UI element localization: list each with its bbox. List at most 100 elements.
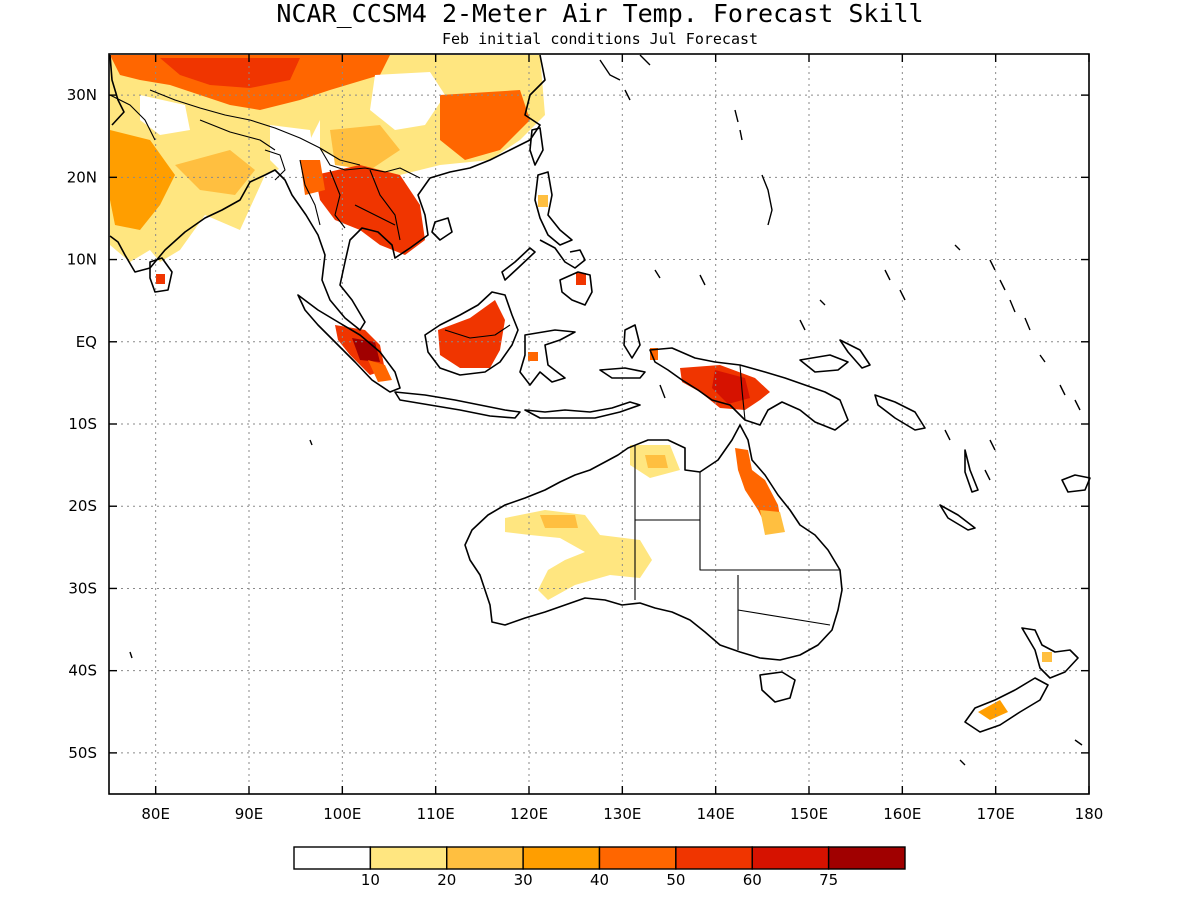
shade-india-orange-2	[175, 150, 255, 195]
shade-sumatra-dark	[352, 338, 380, 362]
coastlines	[109, 54, 1091, 733]
y-tick-label: 40S	[68, 662, 97, 680]
coast-luzon	[534, 171, 573, 246]
shade-indochina-orange	[300, 160, 325, 195]
x-tick-label: 80E	[141, 805, 170, 823]
coast-srilanka	[149, 257, 173, 293]
coast-new-britain	[799, 354, 849, 373]
y-tick-label: 30S	[68, 579, 97, 597]
shade-srilanka	[156, 274, 165, 284]
y-tick-label: EQ	[76, 333, 97, 351]
shade-borneo	[438, 300, 505, 368]
legend-label: 20	[437, 871, 456, 889]
x-tick-label: 150E	[790, 805, 828, 823]
shade-nz-north	[1042, 652, 1052, 662]
shade-north-darkred	[160, 58, 300, 88]
coast-new-ireland	[839, 339, 871, 369]
coast-borneo	[424, 291, 519, 376]
coast-visayas	[539, 239, 586, 269]
legend-swatch	[751, 846, 830, 870]
legend-swatch	[598, 846, 677, 870]
coast-vanuatu	[964, 449, 979, 493]
coast-sumatra	[297, 294, 401, 393]
x-tick-label: 180	[1075, 805, 1104, 823]
x-tick-label: 130E	[603, 805, 641, 823]
legend-label: 40	[590, 871, 609, 889]
coast-java	[394, 391, 521, 419]
coast-solomons	[874, 394, 926, 431]
shade-queensland-light	[760, 510, 785, 535]
x-tick-label: 100E	[323, 805, 361, 823]
border-indochina-3	[354, 204, 396, 226]
shade-aus-interior	[505, 510, 652, 600]
coast-mindanao	[559, 271, 593, 306]
shade-sulawesi	[528, 352, 538, 361]
border-png	[739, 364, 746, 421]
shade-indochina	[315, 165, 425, 255]
x-axis: 80E 90E 100E 110E 120E 130E 140E 150E 160E 170E 18…	[141, 54, 1103, 823]
country-borders	[109, 89, 840, 650]
coast-fiji	[1061, 474, 1091, 493]
coast-seram	[599, 367, 646, 379]
legend-swatch	[293, 846, 372, 870]
border-nepal	[199, 119, 276, 151]
chart-subtitle: Feb initial conditions Jul Forecast	[442, 30, 758, 48]
coast-sulawesi	[519, 329, 576, 386]
y-tick-label: 10S	[68, 415, 97, 433]
legend-label: 50	[666, 871, 685, 889]
shade-sumatra-s	[368, 360, 392, 382]
legend-swatch	[446, 846, 524, 870]
y-tick-label: 50S	[68, 744, 97, 762]
border-aus-2	[699, 472, 840, 571]
x-tick-label: 90E	[235, 805, 264, 823]
shade-schina-red	[440, 90, 530, 160]
x-tick-label: 120E	[510, 805, 548, 823]
coast-lesser-sunda	[524, 401, 641, 419]
shade-tibet-white	[140, 95, 190, 135]
shade-mindanao	[576, 273, 586, 285]
y-tick-label: 30N	[67, 86, 97, 104]
border-pakistan	[109, 94, 156, 141]
border-aus-5	[737, 609, 831, 626]
y-tick-label: 20N	[67, 168, 97, 186]
shade-queensland	[735, 448, 782, 530]
border-indochina-1	[329, 169, 346, 229]
border-himalaya	[149, 89, 361, 166]
border-bangladesh	[264, 149, 286, 181]
x-tick-label: 140E	[697, 805, 735, 823]
legend-swatch	[675, 846, 753, 870]
shade-india-orange	[110, 130, 175, 230]
shade-china-orange	[330, 125, 400, 170]
x-tick-label: 170E	[977, 805, 1015, 823]
shade-china-white	[370, 72, 445, 130]
shade-aus-interior-orange	[540, 515, 578, 528]
coast-asia-mainland	[109, 54, 546, 331]
shade-luzon	[538, 195, 548, 207]
coast-australia	[464, 424, 843, 661]
shade-nz-south	[978, 700, 1008, 720]
coast-new-caledonia	[939, 504, 976, 531]
legend-label: 60	[743, 871, 762, 889]
legend-swatch	[522, 846, 601, 870]
coast-tasmania	[759, 671, 796, 703]
coast-hainan	[431, 217, 453, 241]
shade-aus-north-orange	[645, 455, 668, 468]
coast-halmahera	[623, 324, 641, 359]
shade-moluccas	[650, 348, 658, 360]
legend-label: 10	[361, 871, 380, 889]
x-tick-label: 160E	[883, 805, 921, 823]
coast-nz-north	[1021, 627, 1079, 679]
chart-title: NCAR_CCSM4 2-Meter Air Temp. Forecast Sk…	[276, 0, 923, 28]
y-tick-label: 20S	[68, 497, 97, 515]
coast-palawan	[501, 247, 536, 281]
coast-nz-south	[964, 677, 1049, 733]
x-tick-label: 110E	[417, 805, 455, 823]
legend-swatch	[827, 846, 906, 870]
legend-label: 30	[514, 871, 533, 889]
y-tick-label: 10N	[67, 251, 97, 269]
y-axis: 30N 20N 10N EQ 10S 20S 30S 40S 50S	[67, 86, 1089, 762]
gridlines	[109, 54, 1089, 794]
shade-newguinea-dark	[712, 370, 750, 404]
border-indochina-2	[369, 169, 401, 241]
